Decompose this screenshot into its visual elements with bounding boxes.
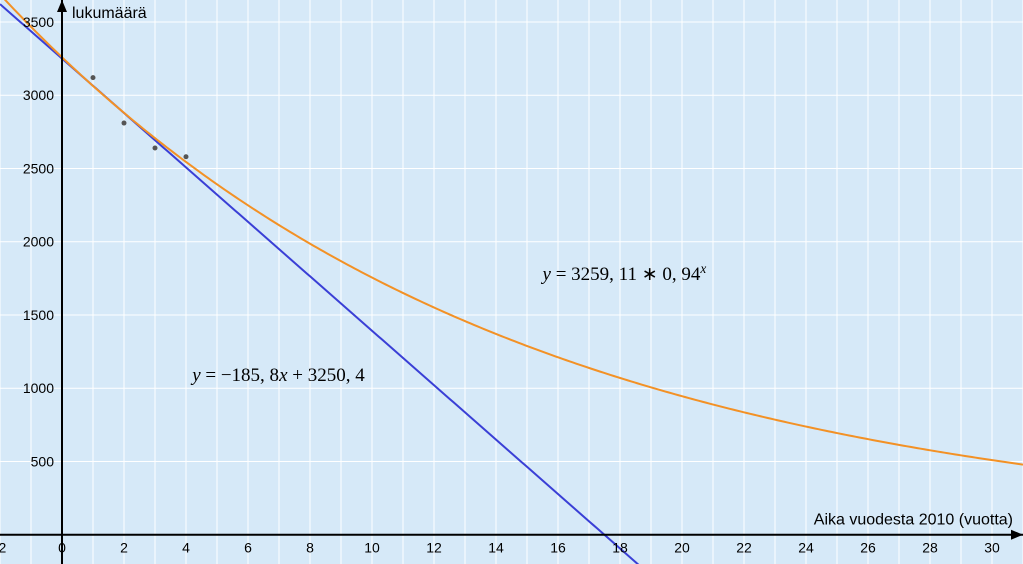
x-tick-label: 12	[426, 540, 442, 556]
data-point	[184, 154, 189, 159]
y-tick-label: 2000	[23, 234, 54, 250]
x-tick-label: 4	[182, 540, 190, 556]
linear-equation-label: y = −185, 8x + 3250, 4	[190, 365, 365, 386]
x-tick-label: -2	[0, 540, 6, 556]
x-tick-label: 2	[120, 540, 128, 556]
data-point	[122, 121, 127, 126]
chart-background	[0, 0, 1023, 564]
y-tick-label: 1000	[23, 380, 54, 396]
x-tick-label: 30	[984, 540, 1000, 556]
x-tick-label: 6	[244, 540, 252, 556]
y-tick-label: 3000	[23, 87, 54, 103]
exponential-equation-label: y = 3259, 11 ∗ 0, 94x	[541, 260, 707, 285]
data-point	[91, 75, 96, 80]
x-tick-label: 24	[798, 540, 814, 556]
x-tick-label: 20	[674, 540, 690, 556]
x-tick-label: 8	[306, 540, 314, 556]
y-axis-title: lukumäärä	[72, 5, 147, 22]
x-tick-label: 22	[736, 540, 752, 556]
x-tick-label: 14	[488, 540, 504, 556]
chart-canvas: -202468101214161820222426283050010001500…	[0, 0, 1023, 564]
x-axis-title: Aika vuodesta 2010 (vuotta)	[814, 512, 1013, 529]
x-tick-label: 18	[612, 540, 628, 556]
y-tick-label: 1500	[23, 307, 54, 323]
data-point	[153, 145, 158, 150]
x-tick-label: 16	[550, 540, 566, 556]
x-tick-label: 10	[364, 540, 380, 556]
x-tick-label: 0	[58, 540, 66, 556]
x-tick-label: 28	[922, 540, 938, 556]
y-tick-label: 500	[31, 453, 55, 469]
y-tick-label: 2500	[23, 160, 54, 176]
y-tick-label: 3500	[23, 14, 54, 30]
x-tick-label: 26	[860, 540, 876, 556]
